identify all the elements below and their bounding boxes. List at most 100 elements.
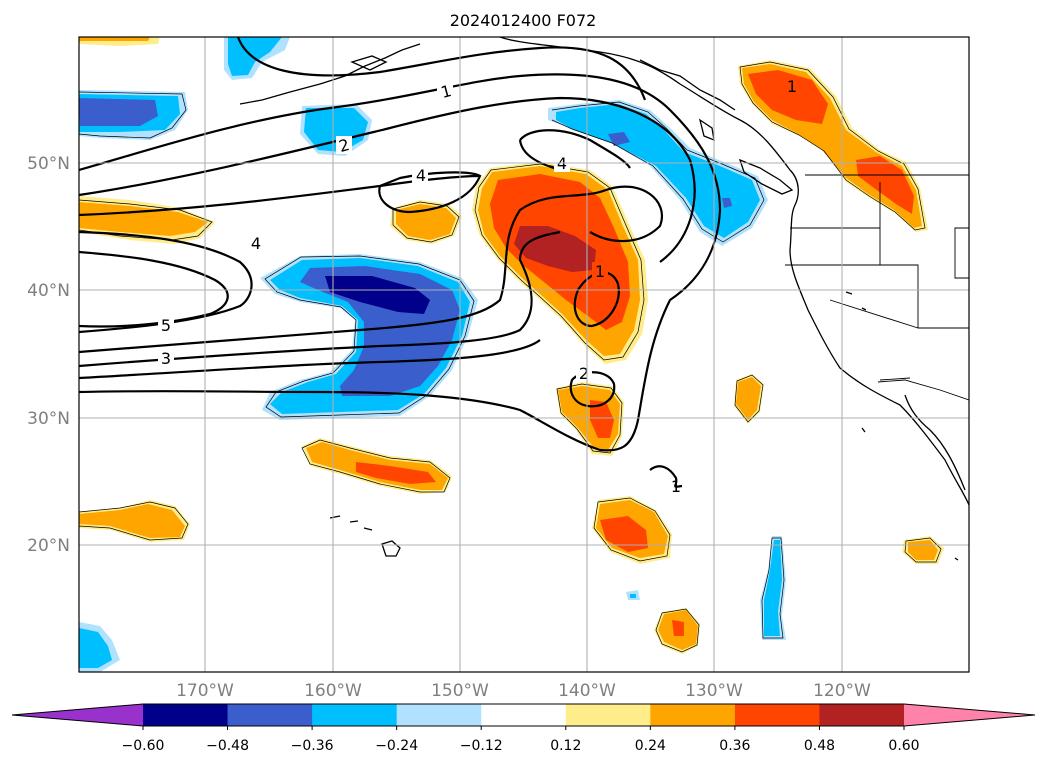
shade-outline (734, 374, 764, 423)
map-frame (78, 36, 970, 673)
shade-outline (79, 501, 189, 541)
contour-line (79, 96, 696, 263)
colorbar-segment (650, 704, 736, 726)
lat-label: 50°N (27, 154, 70, 174)
colorbar-tick-label: 0.48 (804, 738, 835, 754)
contour-label: 2 (579, 364, 589, 383)
us-mexico-border (877, 379, 969, 401)
colorbar-tick-label: 0.36 (719, 738, 750, 754)
contour-label: 1 (787, 77, 797, 96)
shade-outline (655, 608, 700, 653)
colorbar-tick-label: −0.24 (375, 738, 418, 754)
lat-axis: 50°N 40°N 30°N 20°N (27, 154, 70, 556)
shade-patch (736, 377, 761, 420)
hawaii-island (381, 540, 401, 557)
kodiak-island (350, 55, 388, 71)
shade-patch (722, 198, 732, 208)
contour-line (79, 230, 561, 368)
chart-title: 2024012400 F072 (450, 11, 597, 30)
baja-coast (904, 394, 966, 491)
shade-outline (593, 497, 671, 562)
lon-label: 170°W (176, 681, 234, 701)
contour-label: 1 (595, 262, 605, 281)
alaska-islands (239, 43, 421, 105)
shade-outline (392, 201, 460, 243)
state-border (785, 182, 969, 381)
shade-patch (514, 226, 596, 272)
coastlines (239, 37, 969, 561)
contour-line (236, 37, 647, 101)
socorro-island (954, 557, 959, 561)
colorbar-tick-label: 0.12 (550, 738, 581, 754)
contour-line (79, 230, 253, 334)
contour-label: 2 (337, 135, 352, 156)
colorbar: −0.60 −0.48 −0.36 −0.24 −0.12 0.12 0.24 0.36 0.4… (11, 703, 1036, 754)
colorbar-segment (481, 704, 567, 726)
contour-line (79, 174, 481, 217)
colorbar-tick-label: −0.12 (460, 738, 503, 754)
colorbar-segment (565, 704, 651, 726)
contour-label: 4 (416, 166, 426, 185)
north-america-coast (499, 37, 969, 506)
contour-label: 3 (161, 349, 171, 368)
colorbar-ticks: −0.60 −0.48 −0.36 −0.24 −0.12 0.12 0.24 0.36 0.4… (122, 726, 920, 754)
colorbar-segment (227, 704, 313, 726)
shading-field (79, 37, 944, 672)
shade-patch (228, 37, 282, 76)
lon-label: 120°W (813, 681, 871, 701)
guadalupe-island (861, 427, 866, 433)
lat-label: 20°N (27, 536, 70, 556)
shade-outline (551, 101, 765, 243)
contour-line (79, 250, 229, 328)
shade-patch (630, 594, 636, 598)
contour-lines (79, 37, 722, 488)
contour-label: 1 (671, 477, 681, 496)
colorbar-tick-label: −0.60 (122, 738, 165, 754)
shade-patch (590, 400, 614, 438)
shade-patch (856, 156, 914, 214)
contour-line (649, 465, 683, 488)
hawaii-islands-small (329, 515, 373, 531)
colorbar-tick-label: 0.60 (888, 738, 919, 754)
borders (785, 174, 969, 401)
colorbar-segment (143, 704, 229, 726)
lat-label: 30°N (27, 409, 70, 429)
lon-label: 150°W (431, 681, 489, 701)
shade-patch (356, 462, 436, 484)
colorbar-tick-label: 0.24 (635, 738, 666, 754)
colorbar-tick-label: −0.48 (206, 738, 249, 754)
colorbar-segment (734, 704, 820, 726)
shade-outline (761, 537, 785, 639)
lon-axis: 170°W 160°W 150°W 140°W 130°W 120°W (176, 681, 871, 701)
lon-label: 140°W (558, 681, 616, 701)
shade-outline (301, 439, 451, 493)
contour-line (79, 339, 541, 380)
colorbar-segment (396, 704, 482, 726)
map-panel: 1 2 4 4 4 5 3 1 2 1 1 (79, 37, 969, 672)
lat-label: 40°N (27, 281, 70, 301)
shade-outline (904, 537, 942, 563)
contour-line (79, 73, 722, 452)
shade-patch (764, 540, 782, 636)
colorbar-segment (312, 704, 398, 726)
shade-patch (600, 516, 648, 552)
colorbar-tick-label: −0.36 (291, 738, 334, 754)
shade-outline (739, 61, 926, 231)
contour-label: 4 (251, 234, 261, 253)
colorbar-extend-high (904, 704, 1035, 726)
graticule (79, 37, 969, 672)
shade-outline (556, 383, 623, 454)
channel-islands (845, 291, 867, 311)
se-alaska-islands (639, 59, 736, 111)
shade-patch (556, 104, 760, 238)
vancouver-island (738, 158, 794, 195)
contour-label: 5 (161, 316, 171, 335)
colorbar-extend-low (12, 704, 143, 726)
colorbar-segments (12, 704, 1035, 726)
contour-label: 1 (439, 81, 454, 102)
lon-label: 160°W (304, 681, 362, 701)
shade-patch (79, 98, 158, 126)
shade-outline (79, 91, 187, 139)
contour-line (378, 171, 482, 214)
